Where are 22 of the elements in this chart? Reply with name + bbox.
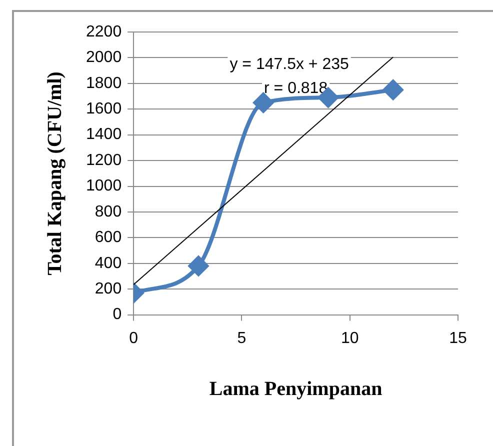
annotation: y = 147.5x + 235 — [230, 56, 350, 73]
point — [253, 92, 274, 113]
y-tick-label: 400 — [94, 254, 122, 272]
y-axis-title: Total Kapang (CFU/ml) — [44, 72, 66, 276]
y-tick-label: 1800 — [86, 74, 122, 92]
y-tick-label: 600 — [94, 229, 122, 246]
y-tick-label: 1200 — [86, 152, 122, 169]
point — [188, 256, 208, 276]
x-tick-label: 10 — [340, 330, 359, 347]
y-tick-label: 2200 — [86, 23, 122, 40]
x-tick-label: 5 — [237, 330, 246, 347]
x-axis-title: Lama Penyimpanan — [209, 378, 382, 400]
y-tick-label: 800 — [94, 203, 122, 220]
y-tick-label: 1400 — [86, 126, 122, 144]
y-tick-label: 1000 — [86, 178, 122, 195]
y-tick-label: 1600 — [86, 100, 122, 118]
point — [383, 80, 404, 100]
y-tick-label: 0 — [112, 306, 122, 324]
x-tick-label: 15 — [449, 330, 467, 347]
x-tick-label: 0 — [129, 330, 138, 347]
y-tick-label: 2000 — [86, 49, 122, 66]
y-tick-label: 200 — [94, 280, 122, 298]
